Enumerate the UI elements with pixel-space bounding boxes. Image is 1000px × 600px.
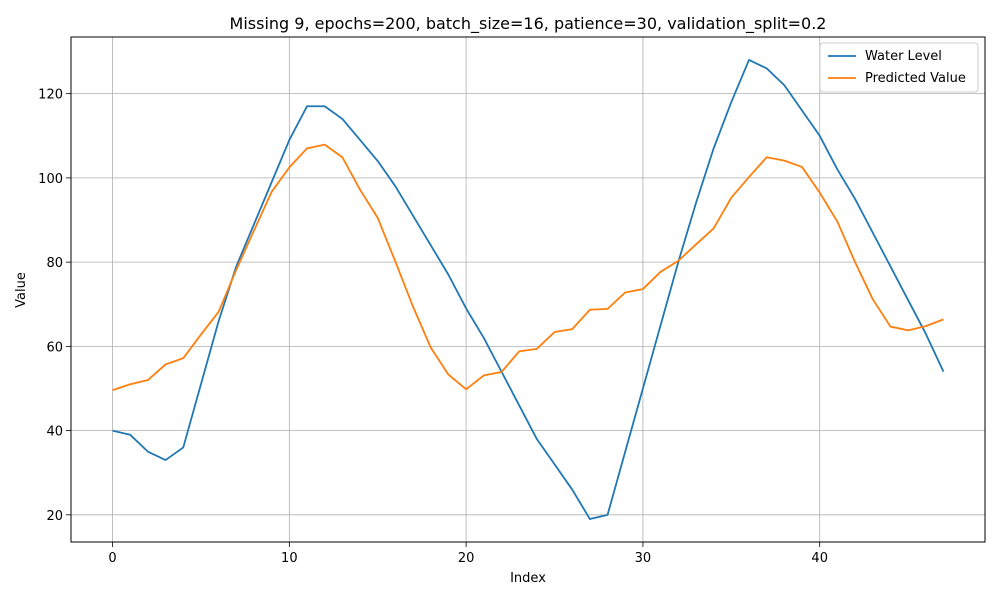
y-tick-label: 120 <box>38 88 63 103</box>
y-tick-label: 40 <box>46 425 63 440</box>
x-axis: 0 10 20 30 40 <box>108 542 828 566</box>
legend-label-predicted-value: Predicted Value <box>865 71 966 86</box>
y-axis-title: Value <box>14 272 29 308</box>
y-tick-label: 60 <box>46 340 63 355</box>
series-line-water-level <box>112 59 945 520</box>
x-tick-label: 0 <box>108 551 116 566</box>
series-group <box>112 59 945 520</box>
legend-box <box>819 42 979 93</box>
y-tick-label: 20 <box>46 509 63 524</box>
series-line-predicted-value <box>112 143 944 392</box>
legend: Water Level Predicted Value <box>819 42 979 93</box>
x-tick-label: 10 <box>281 551 298 566</box>
y-tick-label: 100 <box>38 172 63 187</box>
legend-label-water-level: Water Level <box>865 49 942 64</box>
y-tick-label: 80 <box>46 256 63 271</box>
grid <box>71 37 985 542</box>
y-axis: 20 40 60 80 100 120 <box>38 88 71 524</box>
chart-title: Missing 9, epochs=200, batch_size=16, pa… <box>230 14 827 34</box>
x-tick-label: 30 <box>635 551 652 566</box>
x-tick-label: 20 <box>458 551 475 566</box>
plot-frame <box>70 36 986 543</box>
x-tick-label: 40 <box>811 551 828 566</box>
x-axis-title: Index <box>510 571 546 586</box>
